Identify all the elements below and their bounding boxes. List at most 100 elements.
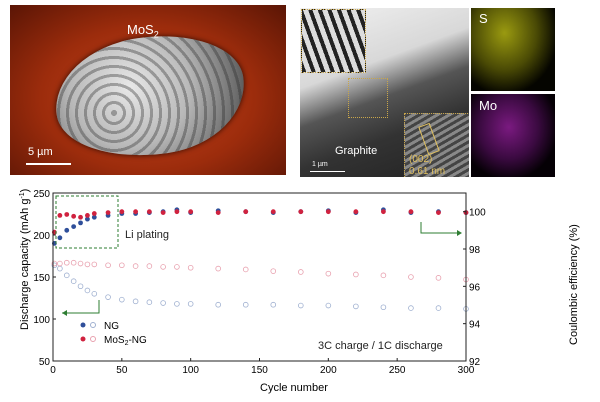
legend-mos2-open (90, 336, 96, 342)
li-plating-box (55, 195, 119, 249)
mos2-ng-ce-point (436, 210, 441, 216)
mos2-ng-capacity-point (105, 262, 111, 269)
sem-label-main: MoS (127, 22, 154, 37)
mos2-ng-capacity-point (146, 263, 153, 269)
mos2-ng-capacity-point (51, 260, 58, 267)
y-tick-label: 150 (33, 273, 50, 284)
scale-label: 1 µm (312, 161, 328, 168)
mos2-ng-capacity-point (160, 264, 166, 270)
ng-capacity-point (174, 301, 180, 307)
eds-mo-label: Mo (479, 98, 498, 113)
mos2-ng-ce-point (91, 211, 97, 216)
x-tick-label: 250 (389, 365, 406, 376)
legend-ng-label: NG (104, 321, 119, 332)
legend-mos2-label: MoS2-NG (104, 335, 147, 347)
y-tick-label: 200 (33, 231, 50, 242)
mos2-ng-ce-point (64, 212, 70, 217)
y-tick-label: 250 (33, 189, 50, 200)
y2-tick-label: 98 (469, 245, 481, 256)
ng-capacity-point (84, 287, 91, 294)
x-axis-label: Cycle number (260, 382, 328, 394)
ng-ce-point (64, 227, 70, 233)
mos2-ng-capacity-point (119, 262, 125, 269)
mos2-ng-ce-point (146, 209, 152, 215)
mos2-ng-ce-point (381, 209, 386, 215)
x-tick-label: 150 (251, 365, 268, 376)
tem-image: (002) 0.61 nm Graphite 1 µm (300, 8, 469, 177)
mos2-ng-capacity-point (132, 263, 139, 269)
mos2-ng-ce-point (160, 210, 166, 216)
mos2-ng-capacity-point (84, 261, 91, 268)
y2-tick-label: 100 (469, 208, 486, 219)
ng-ce-point (78, 220, 83, 226)
scale-bar (26, 163, 71, 165)
ng-capacity-point (105, 294, 111, 300)
legend: NG MoS2-NG (80, 321, 147, 347)
legend-ng-filled (80, 322, 86, 328)
mos2-ng-capacity-point (70, 259, 77, 266)
series-ng-capacity (51, 262, 469, 312)
x-tick-label: 100 (182, 365, 199, 376)
y-axis-label: Discharge capacity (mAh g-1) (19, 189, 31, 330)
mos2-ng-capacity-point (270, 268, 277, 274)
y2-tick-label: 96 (469, 282, 481, 293)
sem-label: MoS2 (127, 22, 159, 40)
tem-selection-box (348, 78, 388, 118)
ng-capacity-point (146, 299, 153, 306)
ng-capacity-point (325, 302, 332, 309)
lattice-spacing: 0.61 nm (409, 166, 446, 177)
ng-ce-point (71, 224, 77, 230)
legend-mos2-filled (80, 336, 86, 342)
series-mos2-ng-capacity (51, 259, 469, 283)
mos2-ng-ce-point (408, 209, 414, 215)
left-arrowhead-icon (62, 310, 67, 316)
sem-image-mos2-particle: MoS2 5 µm (10, 5, 286, 175)
mos2-ng-ce-point (353, 209, 359, 215)
x-tick-label: 300 (458, 365, 475, 376)
ng-capacity-point (51, 262, 58, 269)
ng-capacity-point (408, 305, 414, 311)
mos2-ng-ce-point (119, 209, 125, 215)
ng-capacity-point (70, 278, 77, 285)
scale-label: 5 µm (28, 146, 53, 158)
mos2-ng-ce-point (105, 210, 111, 216)
ng-capacity-point (215, 301, 222, 308)
y2-tick-label: 92 (469, 357, 481, 368)
y2-tick-label: 94 (469, 320, 481, 331)
ng-capacity-point (380, 304, 387, 311)
sem-label-sub: 2 (153, 29, 159, 40)
mos2-ng-ce-point (71, 213, 77, 219)
legend-ng-open (90, 322, 96, 328)
mos2-ng-ce-point (78, 214, 83, 220)
ng-capacity-point (242, 301, 249, 308)
ng-capacity-point (119, 296, 125, 303)
scale-bar (310, 171, 345, 172)
ng-ce-point (91, 214, 97, 220)
mos2-ng-capacity-point (187, 264, 194, 271)
tem-inset-top (301, 9, 366, 73)
ng-ce-point (85, 216, 90, 222)
series-ng-ce (51, 207, 469, 246)
mos2-ng-capacity-point (57, 260, 63, 267)
y-tick-label: 100 (33, 315, 50, 326)
mos2-ng-capacity-point (77, 260, 84, 267)
mos2-ng-capacity-point (63, 259, 70, 266)
series-mos2-ng-ce (51, 209, 469, 235)
eds-map-molybdenum: Mo (471, 94, 555, 177)
right-arrowhead-icon (457, 230, 462, 236)
y-tick-label: 50 (39, 357, 51, 368)
mos2-ng-capacity-point (353, 271, 359, 278)
mos2-ng-capacity-point (435, 275, 442, 281)
li-plating-label: Li plating (125, 229, 169, 241)
mos2-ng-ce-point (325, 209, 331, 215)
ng-capacity-point (270, 301, 277, 308)
mos2-ng-ce-point (85, 213, 90, 218)
ng-capacity-point (187, 301, 194, 307)
x-tick-label: 200 (320, 365, 337, 376)
ng-capacity-point (77, 283, 84, 290)
ng-capacity-point (297, 302, 304, 309)
mos2-ng-capacity-point (91, 261, 98, 268)
mos2-ng-ce-point (215, 210, 221, 216)
